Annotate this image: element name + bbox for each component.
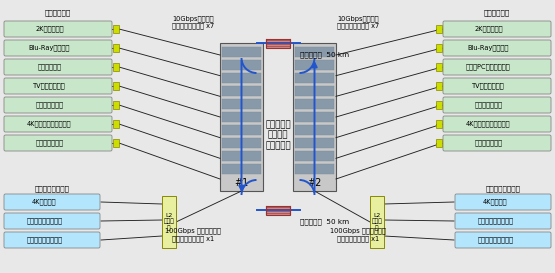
Text: TV会議システム: TV会議システム [472, 83, 504, 89]
Bar [436, 44, 442, 52]
Bar [436, 25, 442, 33]
Text: 多ユーザデータ転送: 多ユーザデータ転送 [477, 218, 513, 224]
Bar [295, 73, 334, 83]
Bar [113, 139, 119, 147]
Bar [222, 151, 261, 161]
Text: L2
スイッ
チ: L2 スイッ チ [164, 213, 174, 231]
Bar [222, 73, 261, 83]
Bar [436, 101, 442, 109]
Bar [222, 125, 261, 135]
Text: #2: #2 [307, 178, 322, 188]
FancyBboxPatch shape [443, 40, 551, 56]
FancyBboxPatch shape [4, 59, 112, 75]
Text: 瞬時データ転送: 瞬時データ転送 [475, 102, 502, 108]
Text: 瞬時データ転送: 瞬時データ転送 [36, 102, 63, 108]
FancyBboxPatch shape [4, 21, 112, 37]
FancyBboxPatch shape [455, 213, 551, 229]
Text: 光ファイバ  50 km: 光ファイバ 50 km [300, 219, 349, 225]
FancyBboxPatch shape [4, 78, 112, 94]
Text: 光バス用端末: 光バス用端末 [484, 10, 510, 16]
Bar [222, 60, 261, 70]
Bar [295, 164, 334, 174]
Bar [266, 39, 290, 48]
Bar [222, 47, 261, 57]
Text: 雪祭り映像配信: 雪祭り映像配信 [36, 140, 63, 146]
Text: 4K映像（バス切替時）: 4K映像（バス切替時） [466, 121, 511, 127]
Bar [370, 196, 384, 248]
Text: #1: #1 [234, 178, 249, 188]
Bar [266, 206, 290, 215]
FancyBboxPatch shape [4, 232, 100, 248]
Bar [436, 82, 442, 90]
Text: 10Gbps光バス用
インターフェース x7: 10Gbps光バス用 インターフェース x7 [337, 15, 379, 29]
Bar [436, 120, 442, 128]
Text: 光パケット用端末: 光パケット用端末 [486, 186, 521, 192]
Bar [295, 151, 334, 161]
FancyBboxPatch shape [455, 194, 551, 210]
Text: 光パケット用端末: 光パケット用端末 [34, 186, 69, 192]
FancyBboxPatch shape [443, 116, 551, 132]
FancyBboxPatch shape [443, 21, 551, 37]
Bar [436, 63, 442, 71]
Bar [293, 43, 336, 191]
Text: 100Gbps 光パケット用
インターフェース x1: 100Gbps 光パケット用 インターフェース x1 [330, 228, 386, 242]
FancyBboxPatch shape [455, 232, 551, 248]
Bar [220, 43, 263, 191]
Text: Blu-Ray映像受信: Blu-Ray映像受信 [468, 45, 509, 51]
Bar [295, 112, 334, 122]
Text: 光ファイバ  50 km: 光ファイバ 50 km [300, 52, 349, 58]
FancyBboxPatch shape [4, 194, 100, 210]
Bar [222, 99, 261, 109]
Bar [295, 60, 334, 70]
Text: 雪祭り映像受信: 雪祭り映像受信 [475, 140, 502, 146]
FancyBboxPatch shape [4, 97, 112, 113]
Bar [436, 139, 442, 147]
Text: ノートPCダウンロード: ノートPCダウンロード [466, 64, 511, 70]
Text: 4K映像配信: 4K映像配信 [32, 199, 57, 205]
Bar [295, 86, 334, 96]
Text: 光パケット
・光バス
統合ノード: 光パケット ・光バス 統合ノード [265, 120, 291, 150]
FancyBboxPatch shape [443, 135, 551, 151]
FancyBboxPatch shape [4, 40, 112, 56]
Text: L2
スイッ
チ: L2 スイッ チ [371, 213, 382, 231]
FancyBboxPatch shape [443, 59, 551, 75]
Bar [222, 164, 261, 174]
FancyBboxPatch shape [443, 97, 551, 113]
Bar [295, 125, 334, 135]
Text: 多ユーザデータ転送: 多ユーザデータ転送 [26, 237, 62, 243]
Bar [162, 196, 176, 248]
Bar [113, 101, 119, 109]
Bar [113, 63, 119, 71]
Text: 多ユーザデータ転送: 多ユーザデータ転送 [477, 237, 513, 243]
Text: Blu-Ray映像配信: Blu-Ray映像配信 [29, 45, 70, 51]
Text: データサーバ: データサーバ [37, 64, 62, 70]
Text: TV会議システム: TV会議システム [33, 83, 65, 89]
Bar [113, 44, 119, 52]
FancyBboxPatch shape [443, 78, 551, 94]
Bar [113, 82, 119, 90]
Bar [222, 138, 261, 148]
Bar [113, 120, 119, 128]
Text: 100Gbps 光パケット用
インターフェース x1: 100Gbps 光パケット用 インターフェース x1 [165, 228, 221, 242]
FancyBboxPatch shape [4, 135, 112, 151]
Text: 4K映像受信: 4K映像受信 [483, 199, 508, 205]
Bar [113, 25, 119, 33]
Bar [295, 99, 334, 109]
Bar [222, 112, 261, 122]
Text: 光バス用端末: 光バス用端末 [45, 10, 71, 16]
Bar [295, 138, 334, 148]
Text: 2K映像送受信: 2K映像送受信 [35, 26, 64, 32]
Text: 4K映像（バス切替時）: 4K映像（バス切替時） [27, 121, 72, 127]
Text: 10Gbps光バス用
インターフェース x7: 10Gbps光バス用 インターフェース x7 [172, 15, 214, 29]
FancyBboxPatch shape [4, 116, 112, 132]
Bar [295, 47, 334, 57]
Bar [222, 86, 261, 96]
Text: 2K映像送受信: 2K映像送受信 [474, 26, 503, 32]
Text: 多ユーザデータ転送: 多ユーザデータ転送 [26, 218, 62, 224]
FancyBboxPatch shape [4, 213, 100, 229]
